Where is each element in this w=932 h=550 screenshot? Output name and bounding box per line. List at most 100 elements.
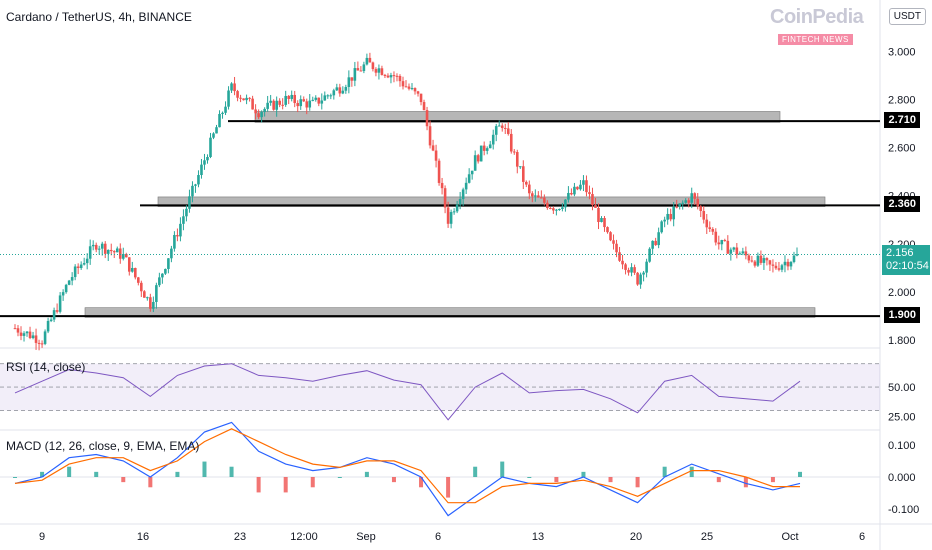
candle-body — [206, 157, 209, 161]
candle-body — [34, 335, 38, 343]
candle-body — [651, 240, 654, 249]
candle-body — [401, 81, 405, 87]
candle-body — [67, 280, 71, 285]
candle-body — [618, 252, 621, 261]
candle-body — [636, 272, 639, 285]
candle-body — [413, 88, 417, 92]
current-price-tag: 2.156 02:10:54 — [882, 245, 930, 276]
candle-body — [588, 192, 591, 195]
candle-body — [221, 112, 224, 114]
candle-body — [22, 333, 26, 336]
candle-body — [28, 331, 32, 339]
candle-body — [296, 103, 300, 107]
time-tick-label: 25 — [701, 531, 713, 543]
candle-body — [79, 264, 83, 269]
candle-body — [158, 277, 161, 286]
candle-body — [137, 277, 140, 283]
candle-body — [446, 207, 450, 224]
candle-body — [711, 229, 715, 232]
candle-body — [155, 285, 158, 302]
macd-histogram-bar — [798, 471, 802, 477]
candle-body — [531, 193, 534, 197]
rsi-band — [0, 363, 880, 411]
macd-histogram-bar — [662, 466, 667, 477]
candle-body — [642, 272, 645, 275]
macd-histogram-bar — [770, 477, 775, 483]
candle-body — [185, 208, 188, 217]
candle-body — [777, 268, 781, 270]
candle-body — [525, 181, 528, 185]
price-tick-label: 2.000 — [888, 287, 916, 299]
rsi-line — [14, 363, 801, 421]
candle-body — [630, 267, 633, 273]
candle-body — [606, 227, 609, 233]
candle-body — [152, 301, 155, 309]
candle-body — [383, 74, 387, 76]
candle-body — [600, 218, 603, 223]
candle-body — [212, 133, 215, 138]
candle-body — [269, 100, 272, 103]
candle-body — [314, 97, 318, 100]
candle-body — [494, 126, 498, 135]
price-tick-label: 2.600 — [888, 143, 916, 155]
macd-histogram-bar — [13, 477, 17, 478]
candle-body — [380, 68, 384, 75]
candle-body — [744, 251, 748, 256]
time-tick-label: 23 — [234, 531, 246, 543]
candle-body — [549, 207, 552, 209]
candle-body — [76, 266, 80, 269]
candle-body — [570, 192, 573, 195]
candle-body — [368, 57, 372, 63]
rsi-tick-label: 25.00 — [888, 411, 916, 423]
candle-body — [278, 100, 281, 105]
candle-body — [335, 87, 339, 91]
currency-unit-button[interactable]: USDT — [888, 8, 926, 25]
candle-body — [251, 98, 254, 110]
candle-body — [203, 160, 206, 165]
candle-body — [143, 291, 146, 298]
chart-title: Cardano / TetherUS, 4h, BINANCE — [6, 10, 192, 24]
macd-signal-line — [14, 428, 800, 504]
candle-body — [410, 88, 414, 90]
candle-body — [359, 70, 363, 72]
candle-body — [31, 335, 35, 339]
candle-body — [182, 216, 185, 224]
candle-body — [43, 331, 47, 344]
candle-body — [518, 166, 522, 168]
candle-body — [197, 175, 200, 185]
candle-body — [191, 185, 194, 197]
macd-histogram-bar — [446, 477, 451, 498]
candle-body — [419, 93, 423, 103]
candle-body — [780, 265, 784, 270]
candle-body — [167, 258, 170, 269]
candle-body — [88, 246, 92, 259]
candle-body — [717, 242, 721, 245]
candle-body — [425, 110, 429, 127]
candle-body — [693, 193, 697, 199]
candle-body — [609, 232, 612, 241]
candle-body — [377, 68, 381, 73]
candle-body — [338, 87, 342, 94]
candle-body — [567, 192, 570, 200]
candle-body — [13, 328, 17, 330]
candle-body — [576, 186, 579, 190]
candle-body — [690, 193, 694, 203]
macd-histogram-bar — [500, 461, 505, 477]
candle-body — [58, 295, 62, 312]
candle-body — [735, 247, 739, 255]
macd-histogram-bar — [67, 466, 72, 477]
candle-body — [242, 98, 245, 101]
level-label-2710: 2.710 — [884, 112, 920, 129]
candle-body — [94, 244, 98, 250]
candle-body — [503, 127, 507, 129]
candle-body — [786, 261, 790, 267]
candle-body — [528, 184, 531, 194]
candle-body — [461, 189, 465, 200]
candle-body — [124, 253, 128, 258]
macd-histogram-bar — [202, 461, 207, 477]
candle-body — [85, 258, 89, 264]
candle-body — [750, 260, 754, 262]
candle-body — [386, 75, 390, 78]
candle-body — [633, 267, 636, 273]
